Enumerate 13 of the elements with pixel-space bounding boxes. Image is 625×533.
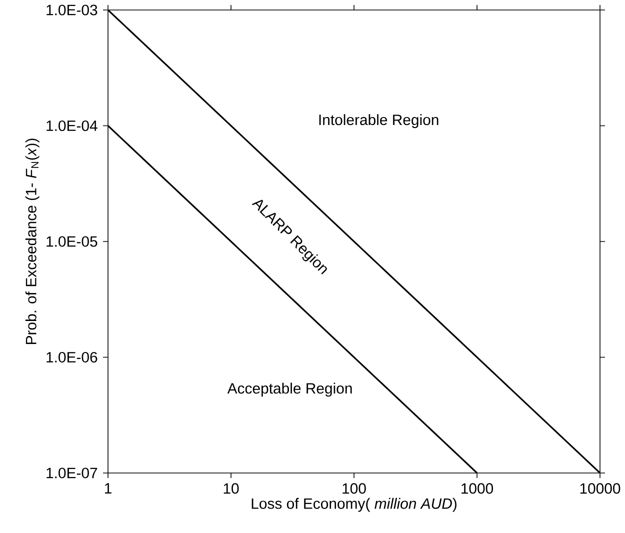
- y-tick-label: 1.0E-06: [46, 352, 98, 363]
- x-tick-label: 1000: [462, 483, 494, 494]
- x-tick-label: 100: [342, 483, 366, 494]
- x-axis-title: Loss of Economy( million AUD): [252, 498, 456, 512]
- y-tick-label: 1.0E-04: [46, 120, 98, 132]
- annotation: Intolerable Region: [319, 114, 438, 128]
- y-tick-label: 1.0E-05: [46, 236, 98, 247]
- annotation: Acceptable Region: [227, 382, 352, 397]
- y-tick-label: 1.0E-03: [46, 4, 98, 16]
- x-tick-label: 10000: [580, 483, 620, 494]
- x-tick-label: 10: [224, 483, 239, 494]
- x-tick-label: 1: [104, 483, 112, 494]
- y-tick-label: 1.0E-07: [46, 468, 98, 478]
